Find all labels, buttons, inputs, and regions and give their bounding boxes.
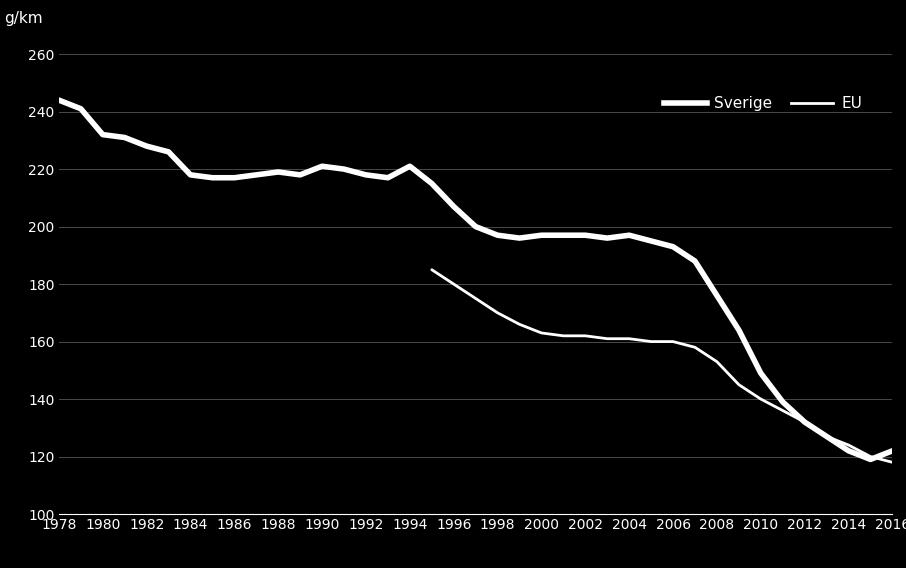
Y-axis label: g/km: g/km: [5, 11, 43, 26]
Legend: Sverige, EU: Sverige, EU: [658, 90, 868, 118]
